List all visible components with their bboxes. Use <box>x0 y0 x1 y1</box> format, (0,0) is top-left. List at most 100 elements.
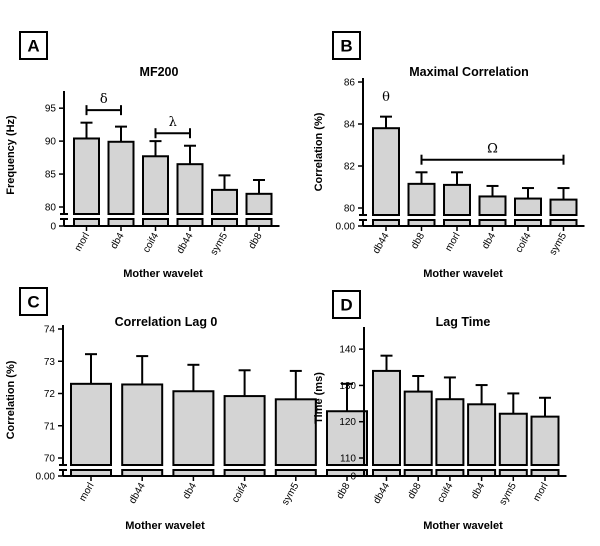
chart-panel-d: D Lag Time 110 120 130 140 0 db44 db8 coif4 db4 sym… <box>313 290 567 532</box>
panel-letter-box <box>19 287 48 316</box>
bar <box>403 390 433 466</box>
bar <box>467 403 497 467</box>
x-axis-title: Mother wavelet <box>123 268 203 280</box>
y-tick-label: 0 <box>50 222 56 233</box>
annotation-symbol: Ω <box>487 142 498 157</box>
bar-stub <box>372 219 400 227</box>
bar <box>73 137 100 215</box>
bar <box>70 382 112 467</box>
x-tick-label: sym5 <box>548 231 570 258</box>
bar-stub <box>245 218 273 227</box>
x-tick-label: db4 <box>181 481 199 501</box>
panel-letter-box <box>19 31 48 60</box>
y-axis-title: Correlation (%) <box>5 360 17 439</box>
y-tick-label: 80 <box>45 203 57 214</box>
x-tick-label: sym5 <box>497 481 519 508</box>
bar-stub <box>403 469 433 477</box>
bar-stub <box>176 218 204 227</box>
chart-title: MF200 <box>140 65 179 79</box>
bar-stub <box>498 469 528 477</box>
y-axis-title: Correlation (%) <box>313 112 325 191</box>
panel-letter: D <box>340 296 352 315</box>
x-tick-label: sym5 <box>280 481 302 508</box>
y-axis-title: Frequency (Hz) <box>5 115 17 195</box>
annotation-symbol: λ <box>169 115 177 130</box>
bar <box>372 127 400 216</box>
x-axis-title: Mother wavelet <box>125 520 205 532</box>
y-tick-label: 0.00 <box>36 472 56 483</box>
y-tick-label: 90 <box>45 137 57 148</box>
y-axis-title: Time (ms) <box>313 372 325 424</box>
x-tick-label: morl <box>77 481 96 503</box>
y-tick-label: 0.00 <box>336 222 356 233</box>
bar-stub <box>407 219 436 227</box>
y-tick-label: 71 <box>44 421 56 432</box>
bar <box>443 183 471 216</box>
bar-stub <box>107 218 135 227</box>
x-tick-label: db44 <box>127 481 148 506</box>
x-tick-label: db44 <box>371 231 392 256</box>
y-tick-label: 140 <box>339 345 356 356</box>
panel-letter: B <box>340 37 352 56</box>
x-tick-label: coif4 <box>435 481 455 505</box>
x-tick-label: db4 <box>469 481 487 501</box>
x-tick-label: morl <box>531 481 550 503</box>
bar <box>121 383 164 466</box>
y-tick-label: 82 <box>344 162 356 173</box>
chart-title: Maximal Correlation <box>409 65 528 79</box>
panel-letter-box <box>332 31 361 60</box>
y-tick-label: 80 <box>344 204 356 215</box>
bar <box>245 192 273 216</box>
bar-stub <box>467 469 497 477</box>
chart-title: Lag Time <box>436 315 491 329</box>
bar-stub <box>372 469 401 477</box>
x-tick-label: coif4 <box>230 481 250 505</box>
bar <box>223 395 266 466</box>
bar-stub <box>443 219 471 227</box>
y-tick-label: 110 <box>340 454 356 465</box>
bar-stub <box>549 219 578 227</box>
y-tick-label: 70 <box>44 454 56 465</box>
panel-letter-box <box>332 290 361 319</box>
bar <box>549 198 578 217</box>
chart-panel-b: B Maximal Correlation 80 82 84 86 0.00 db44 db8 m… <box>313 31 585 280</box>
x-axis-title: Mother wavelet <box>423 268 503 280</box>
bar <box>514 197 542 217</box>
bar <box>478 195 507 216</box>
y-tick-label: 72 <box>44 389 56 400</box>
bar-stub <box>223 469 266 477</box>
bar-stub <box>70 469 112 477</box>
bar-stub <box>73 218 100 227</box>
chart-panel-c: C Correlation Lag 0 70 71 72 73 74 0.00 morl db44… <box>5 287 375 532</box>
x-tick-label: morl <box>443 231 462 253</box>
bar-stub <box>514 219 542 227</box>
x-tick-label: db8 <box>335 481 353 501</box>
x-tick-label: db44 <box>371 481 392 506</box>
x-tick-label: coif4 <box>514 231 534 255</box>
bar <box>435 398 465 466</box>
y-tick-label: 0 <box>350 472 356 483</box>
bar <box>372 369 401 466</box>
panel-letter: A <box>27 37 39 56</box>
y-tick-label: 120 <box>339 417 356 428</box>
x-tick-label: db8 <box>409 231 427 251</box>
bar <box>274 398 317 466</box>
x-tick-label: coif4 <box>141 231 161 255</box>
bar-stub <box>435 469 465 477</box>
y-tick-label: 85 <box>45 170 57 181</box>
x-tick-label: db4 <box>109 231 127 251</box>
y-tick-label: 95 <box>45 104 57 115</box>
bar <box>407 182 436 217</box>
bar <box>142 155 169 215</box>
x-tick-label: db44 <box>175 231 196 256</box>
bar <box>107 140 135 215</box>
panel-letter: C <box>27 293 39 312</box>
chart-panel-a: A MF200 80 85 90 95 0 morl db4 coif4 db44 sym5 db8 δ λ… <box>5 31 280 280</box>
bar-stub <box>530 469 560 477</box>
bar <box>211 188 238 216</box>
x-tick-label: db8 <box>247 231 265 251</box>
bar-stub <box>478 219 507 227</box>
y-tick-label: 86 <box>344 78 356 89</box>
bar <box>172 390 215 466</box>
